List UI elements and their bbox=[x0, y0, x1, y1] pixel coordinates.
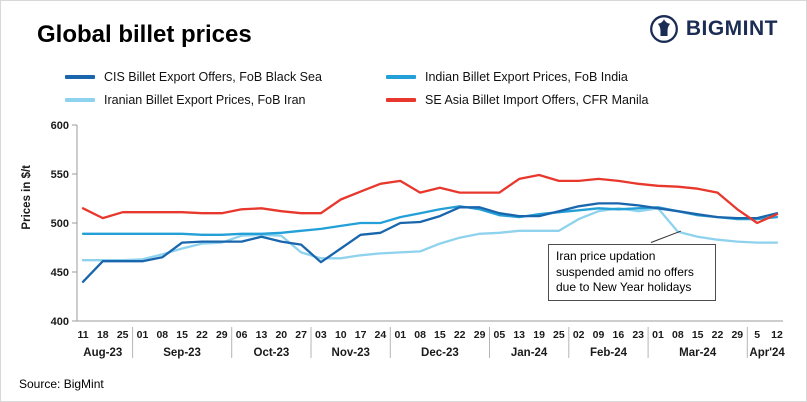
svg-text:23: 23 bbox=[632, 329, 644, 341]
legend-label: SE Asia Billet Import Offers, CFR Manila bbox=[425, 93, 649, 107]
svg-text:29: 29 bbox=[731, 329, 743, 341]
svg-text:18: 18 bbox=[97, 329, 109, 341]
svg-text:13: 13 bbox=[513, 329, 525, 341]
svg-text:29: 29 bbox=[474, 329, 486, 341]
line-chart: 400 450 500 550 600 11 18 25 01 08 15 22 29 06 13 20 27 0… bbox=[51, 120, 786, 359]
svg-text:Dec-23: Dec-23 bbox=[421, 347, 459, 359]
svg-text:600: 600 bbox=[51, 120, 69, 132]
svg-text:Feb-24: Feb-24 bbox=[590, 347, 628, 359]
svg-text:Jan-24: Jan-24 bbox=[511, 347, 548, 359]
legend-marker-indian bbox=[386, 75, 416, 79]
legend-item-seasia: SE Asia Billet Import Offers, CFR Manila bbox=[386, 93, 648, 107]
svg-text:Oct-23: Oct-23 bbox=[254, 347, 290, 359]
svg-text:08: 08 bbox=[414, 329, 426, 341]
svg-text:06: 06 bbox=[236, 329, 248, 341]
svg-text:400: 400 bbox=[51, 316, 69, 328]
svg-text:29: 29 bbox=[216, 329, 228, 341]
svg-text:450: 450 bbox=[51, 267, 69, 279]
page-title: Global billet prices bbox=[37, 21, 252, 48]
svg-text:Aug-23: Aug-23 bbox=[83, 347, 122, 359]
svg-text:15: 15 bbox=[434, 329, 446, 341]
svg-text:11: 11 bbox=[77, 329, 88, 341]
svg-text:22: 22 bbox=[454, 329, 466, 341]
svg-text:Mar-24: Mar-24 bbox=[679, 347, 717, 359]
legend-item-indian: Indian Billet Export Prices, FoB India bbox=[386, 70, 648, 84]
legend-label: Iranian Billet Export Prices, FoB Iran bbox=[104, 93, 306, 107]
bigmint-logo-icon bbox=[649, 15, 678, 43]
legend-label: Indian Billet Export Prices, FoB India bbox=[425, 70, 628, 84]
svg-text:08: 08 bbox=[156, 329, 168, 341]
svg-text:09: 09 bbox=[593, 329, 605, 341]
svg-text:12: 12 bbox=[771, 329, 783, 341]
svg-text:01: 01 bbox=[394, 329, 406, 341]
svg-text:25: 25 bbox=[117, 329, 129, 341]
legend-label: CIS Billet Export Offers, FoB Black Sea bbox=[104, 70, 322, 84]
svg-text:22: 22 bbox=[196, 329, 208, 341]
svg-text:25: 25 bbox=[553, 329, 565, 341]
svg-text:5: 5 bbox=[754, 329, 760, 341]
svg-text:Apr'24: Apr'24 bbox=[749, 347, 785, 359]
svg-text:20: 20 bbox=[275, 329, 287, 341]
svg-text:22: 22 bbox=[712, 329, 724, 341]
chart-legend: CIS Billet Export Offers, FoB Black Sea … bbox=[65, 70, 648, 107]
bigmint-logo: BIGMINT bbox=[649, 14, 778, 44]
svg-text:16: 16 bbox=[613, 329, 625, 341]
svg-text:08: 08 bbox=[672, 329, 684, 341]
svg-text:24: 24 bbox=[375, 329, 387, 341]
svg-text:10: 10 bbox=[335, 329, 347, 341]
svg-text:13: 13 bbox=[256, 329, 268, 341]
svg-text:19: 19 bbox=[533, 329, 545, 341]
annotation-box: Iran price updation suspended amid no of… bbox=[548, 244, 716, 301]
svg-text:27: 27 bbox=[295, 329, 307, 341]
svg-text:15: 15 bbox=[176, 329, 188, 341]
svg-text:01: 01 bbox=[137, 329, 149, 341]
svg-text:15: 15 bbox=[692, 329, 704, 341]
svg-text:01: 01 bbox=[652, 329, 664, 341]
legend-marker-seasia bbox=[386, 98, 416, 102]
svg-text:550: 550 bbox=[51, 169, 69, 181]
svg-text:500: 500 bbox=[51, 218, 69, 230]
y-axis-title: Prices in $/t bbox=[21, 165, 33, 230]
svg-text:03: 03 bbox=[315, 329, 327, 341]
legend-marker-cis bbox=[65, 75, 95, 79]
source-note: Source: BigMint bbox=[19, 377, 104, 391]
svg-text:Sep-23: Sep-23 bbox=[163, 347, 201, 359]
svg-text:Nov-23: Nov-23 bbox=[332, 347, 370, 359]
legend-marker-iranian bbox=[65, 98, 95, 102]
svg-text:05: 05 bbox=[494, 329, 506, 341]
legend-item-cis: CIS Billet Export Offers, FoB Black Sea bbox=[65, 70, 386, 84]
svg-text:02: 02 bbox=[573, 329, 585, 341]
legend-item-iranian: Iranian Billet Export Prices, FoB Iran bbox=[65, 93, 386, 107]
chart-area: Prices in $/t 400 450 500 550 600 11 18 25 01 08 1… bbox=[19, 113, 791, 365]
bigmint-brand-name: BIGMINT bbox=[685, 17, 778, 40]
svg-text:17: 17 bbox=[355, 329, 367, 341]
